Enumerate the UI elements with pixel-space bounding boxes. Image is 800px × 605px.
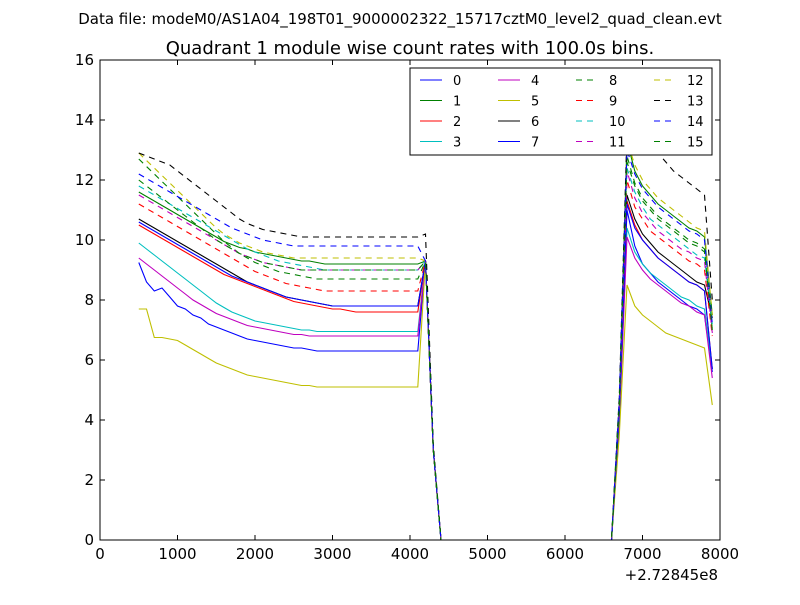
chart-title: Quadrant 1 module wise count rates with … — [166, 38, 655, 59]
legend-label-13: 13 — [687, 95, 704, 110]
y-tick-label: 12 — [75, 171, 94, 189]
legend-label-15: 15 — [687, 136, 704, 151]
legend-label-8: 8 — [609, 74, 617, 89]
x-tick-label: 3000 — [313, 545, 351, 563]
legend-label-11: 11 — [609, 136, 626, 151]
legend-label-9: 9 — [609, 95, 617, 110]
y-tick-label: 16 — [75, 51, 94, 69]
x-tick-label: 4000 — [391, 545, 429, 563]
x-offset-label: +2.72845e8 — [625, 566, 718, 584]
x-tick-label: 6000 — [546, 545, 584, 563]
y-tick-label: 14 — [75, 111, 94, 129]
legend-label-3: 3 — [453, 136, 461, 151]
x-tick-label: 5000 — [468, 545, 506, 563]
x-tick-label: 7000 — [623, 545, 661, 563]
y-tick-label: 0 — [84, 531, 94, 549]
y-tick-label: 6 — [84, 351, 94, 369]
legend-box — [409, 67, 713, 156]
legend-label-14: 14 — [687, 115, 704, 130]
x-tick-label: 2000 — [236, 545, 274, 563]
y-tick-label: 4 — [84, 411, 94, 429]
x-axis: 0 1000 2000 3000 4000 5000 6000 7000 8000 — [95, 60, 739, 563]
y-tick-label: 10 — [75, 231, 94, 249]
legend-label-12: 12 — [687, 74, 704, 89]
legend-label-4: 4 — [531, 74, 539, 89]
legend-label-2: 2 — [453, 115, 461, 130]
legend-label-6: 6 — [531, 115, 539, 130]
legend-label-5: 5 — [531, 95, 539, 110]
chart-suptitle: Data file: modeM0/AS1A04_198T01_90000023… — [78, 10, 722, 29]
x-tick-label: 8000 — [701, 545, 739, 563]
legend-label-0: 0 — [453, 74, 461, 89]
series-line-14 — [138, 149, 713, 541]
x-tick-label: 1000 — [158, 545, 196, 563]
y-tick-label: 2 — [84, 471, 94, 489]
x-tick-label: 0 — [95, 545, 105, 563]
y-tick-label: 8 — [84, 291, 94, 309]
legend-label-1: 1 — [453, 95, 461, 110]
legend-label-7: 7 — [531, 136, 539, 151]
series-layer — [138, 115, 713, 541]
legend-label-10: 10 — [609, 115, 626, 130]
